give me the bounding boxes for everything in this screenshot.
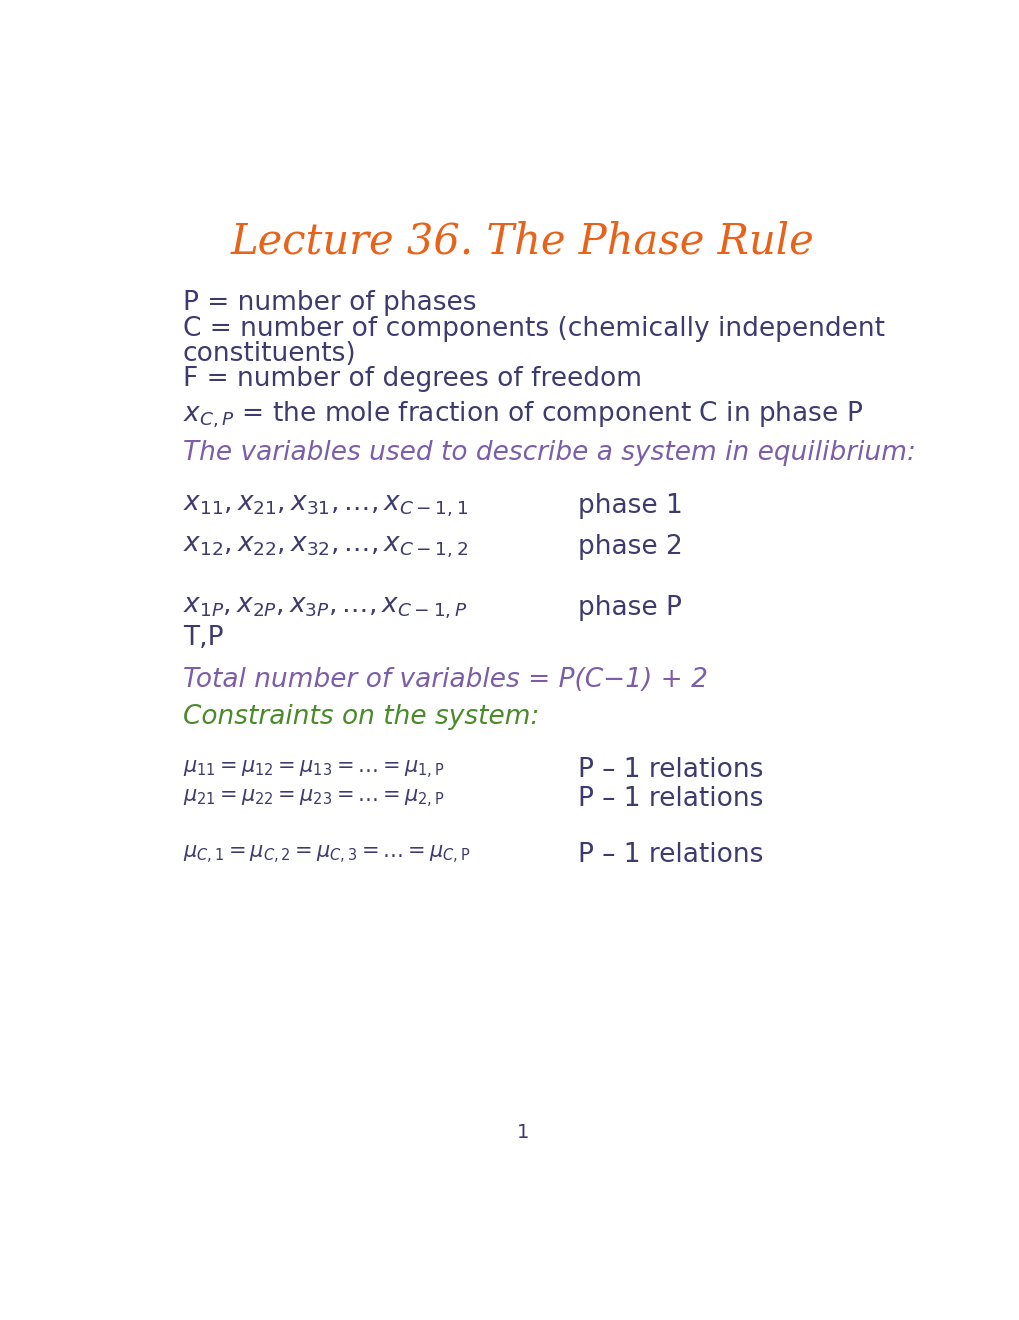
- Text: Lecture 36. The Phase Rule: Lecture 36. The Phase Rule: [230, 220, 814, 263]
- Text: $\mu_{21}=\mu_{22}=\mu_{23}=\ldots=\mu_{2,\mathrm{P}}$: $\mu_{21}=\mu_{22}=\mu_{23}=\ldots=\mu_{…: [182, 788, 444, 810]
- Text: $\mu_{C,1}=\mu_{C,2}=\mu_{C,3}=\ldots=\mu_{C,\mathrm{P}}$: $\mu_{C,1}=\mu_{C,2}=\mu_{C,3}=\ldots=\m…: [182, 843, 470, 866]
- Text: P – 1 relations: P – 1 relations: [578, 758, 762, 783]
- Text: constituents): constituents): [182, 341, 356, 367]
- Text: F = number of degrees of freedom: F = number of degrees of freedom: [182, 366, 641, 392]
- Text: 1: 1: [516, 1122, 529, 1142]
- Text: P = number of phases: P = number of phases: [182, 289, 476, 315]
- Text: $x_{1P},x_{2P},x_{3P},\ldots,x_{C-1,P}$: $x_{1P},x_{2P},x_{3P},\ldots,x_{C-1,P}$: [182, 594, 467, 620]
- Text: $x_{11},x_{21},x_{31},\ldots,x_{C-1,1}$: $x_{11},x_{21},x_{31},\ldots,x_{C-1,1}$: [182, 492, 468, 519]
- Text: P – 1 relations: P – 1 relations: [578, 785, 762, 812]
- Text: $x_{C,P}$ = the mole fraction of component C in phase P: $x_{C,P}$ = the mole fraction of compone…: [182, 400, 862, 430]
- Text: P – 1 relations: P – 1 relations: [578, 842, 762, 867]
- Text: Total number of variables = P(C−1) + 2: Total number of variables = P(C−1) + 2: [182, 667, 707, 693]
- Text: $\mu_{11}=\mu_{12}=\mu_{13}=\ldots=\mu_{1,\mathrm{P}}$: $\mu_{11}=\mu_{12}=\mu_{13}=\ldots=\mu_{…: [182, 759, 444, 781]
- Text: phase 2: phase 2: [578, 533, 682, 560]
- Text: The variables used to describe a system in equilibrium:: The variables used to describe a system …: [182, 440, 915, 466]
- Text: C = number of components (chemically independent: C = number of components (chemically ind…: [182, 317, 883, 342]
- Text: Constraints on the system:: Constraints on the system:: [182, 705, 539, 730]
- Text: T,P: T,P: [182, 626, 223, 651]
- Text: phase P: phase P: [578, 594, 682, 620]
- Text: phase 1: phase 1: [578, 492, 682, 519]
- Text: $x_{12},x_{22},x_{32},\ldots,x_{C-1,2}$: $x_{12},x_{22},x_{32},\ldots,x_{C-1,2}$: [182, 533, 468, 560]
